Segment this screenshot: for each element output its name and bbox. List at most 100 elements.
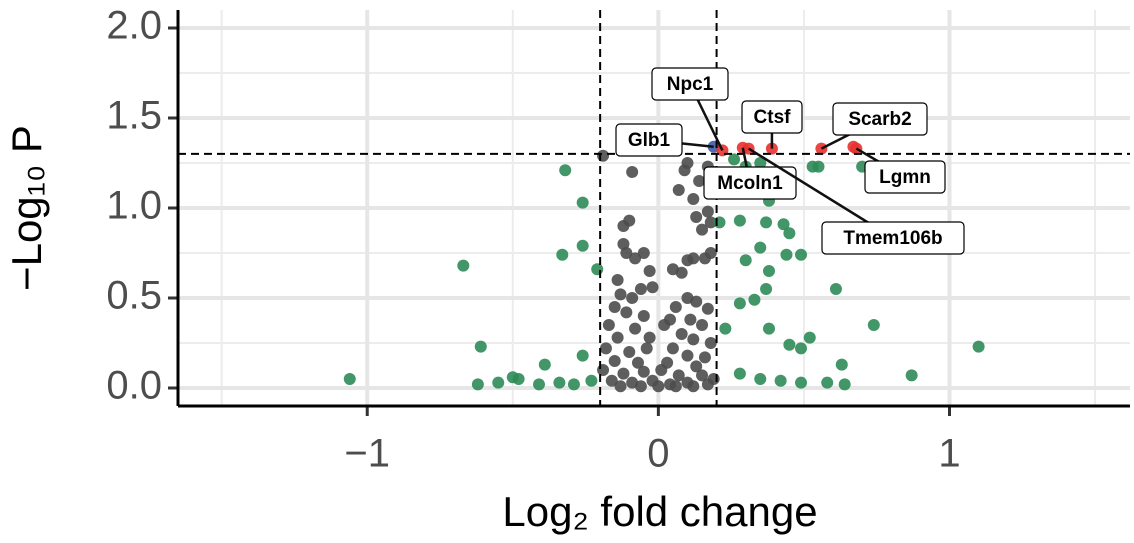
point <box>643 265 656 277</box>
annotation-box <box>741 100 803 134</box>
point <box>835 358 848 371</box>
point <box>643 331 656 344</box>
point <box>617 367 630 380</box>
point <box>553 376 566 389</box>
point <box>701 302 714 315</box>
point <box>795 248 808 261</box>
point <box>774 374 787 387</box>
point <box>733 367 746 380</box>
point <box>576 196 589 209</box>
annotation-box <box>821 221 965 255</box>
point <box>608 355 621 367</box>
point <box>672 369 685 382</box>
point <box>637 247 650 259</box>
point <box>687 193 700 205</box>
point <box>614 380 627 393</box>
point <box>693 175 706 187</box>
point <box>631 356 644 369</box>
point <box>687 380 700 393</box>
point <box>754 241 767 254</box>
annotation-box <box>703 166 797 200</box>
point <box>754 373 767 385</box>
y-tick-label: 2.0 <box>106 4 162 48</box>
annotation-box <box>651 67 729 101</box>
point <box>675 328 688 340</box>
point <box>760 283 773 295</box>
point <box>972 340 985 353</box>
point <box>760 216 773 229</box>
annotation-label: Scarb2 <box>848 109 911 130</box>
point <box>597 149 610 162</box>
point <box>681 254 694 267</box>
annotation-label: Tmem106b <box>843 228 942 249</box>
point <box>696 369 709 382</box>
point <box>704 337 717 349</box>
point <box>681 157 694 169</box>
point <box>733 297 746 310</box>
point <box>655 364 668 376</box>
point <box>457 259 470 272</box>
point <box>867 319 880 331</box>
point <box>690 211 703 223</box>
point <box>748 293 761 306</box>
annotation-label: Npc1 <box>667 74 714 95</box>
point <box>905 369 918 382</box>
point <box>471 378 484 391</box>
point <box>762 322 775 335</box>
point <box>626 166 639 178</box>
point <box>838 378 851 391</box>
point <box>704 247 717 259</box>
point <box>617 220 630 232</box>
point <box>614 288 627 301</box>
point <box>690 295 703 308</box>
point <box>696 223 709 236</box>
point <box>690 360 703 373</box>
point <box>672 184 685 196</box>
point <box>343 373 356 385</box>
point <box>795 342 808 355</box>
point <box>701 378 714 391</box>
point <box>783 338 796 351</box>
y-tick-label: 1.5 <box>106 94 162 138</box>
annotation-box <box>615 123 683 157</box>
point <box>634 283 647 295</box>
point <box>576 239 589 252</box>
point <box>821 376 834 389</box>
annotation-label: Ctsf <box>754 107 792 128</box>
point <box>829 283 842 295</box>
point <box>474 340 487 353</box>
point <box>617 238 630 250</box>
annotation-label: Lgmn <box>879 167 931 188</box>
point <box>646 281 659 294</box>
point <box>492 376 505 389</box>
annotation-box <box>864 160 946 194</box>
point <box>629 322 642 335</box>
point <box>567 378 580 391</box>
point <box>704 216 717 229</box>
point <box>576 349 589 362</box>
x-tick-label: 1 <box>938 432 960 476</box>
point <box>626 292 639 304</box>
point <box>777 218 790 231</box>
point <box>675 266 688 279</box>
y-tick-label: 0.0 <box>106 364 162 408</box>
point <box>658 319 671 331</box>
point <box>585 374 598 387</box>
point <box>629 252 642 265</box>
point <box>623 346 636 358</box>
point <box>652 380 665 393</box>
point <box>803 331 816 344</box>
y-axis-title: −Log₁₀ P <box>3 125 50 291</box>
point <box>611 331 624 344</box>
annotation-label: Glb1 <box>628 130 671 151</box>
y-tick-label: 0.5 <box>106 274 162 318</box>
point <box>701 205 714 218</box>
point <box>599 342 612 355</box>
point <box>637 310 650 322</box>
point <box>620 247 633 259</box>
point <box>762 265 775 277</box>
point <box>806 160 819 173</box>
annotation-label: Mcoln1 <box>717 173 783 194</box>
point <box>506 371 519 384</box>
